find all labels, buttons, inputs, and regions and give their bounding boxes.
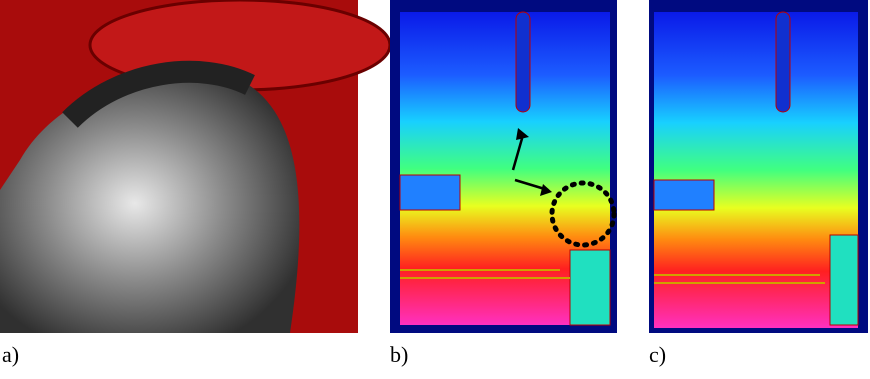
panel-label: a) <box>2 342 19 367</box>
panel-a <box>0 0 390 333</box>
page: a) b) c) (() => { const data = JSON.pars… <box>0 0 870 379</box>
panel-c <box>649 0 868 333</box>
panel-b <box>390 0 617 333</box>
figure: a) b) c) <box>0 0 870 379</box>
panel-label: c) <box>649 342 666 367</box>
panel-label: b) <box>390 342 408 367</box>
